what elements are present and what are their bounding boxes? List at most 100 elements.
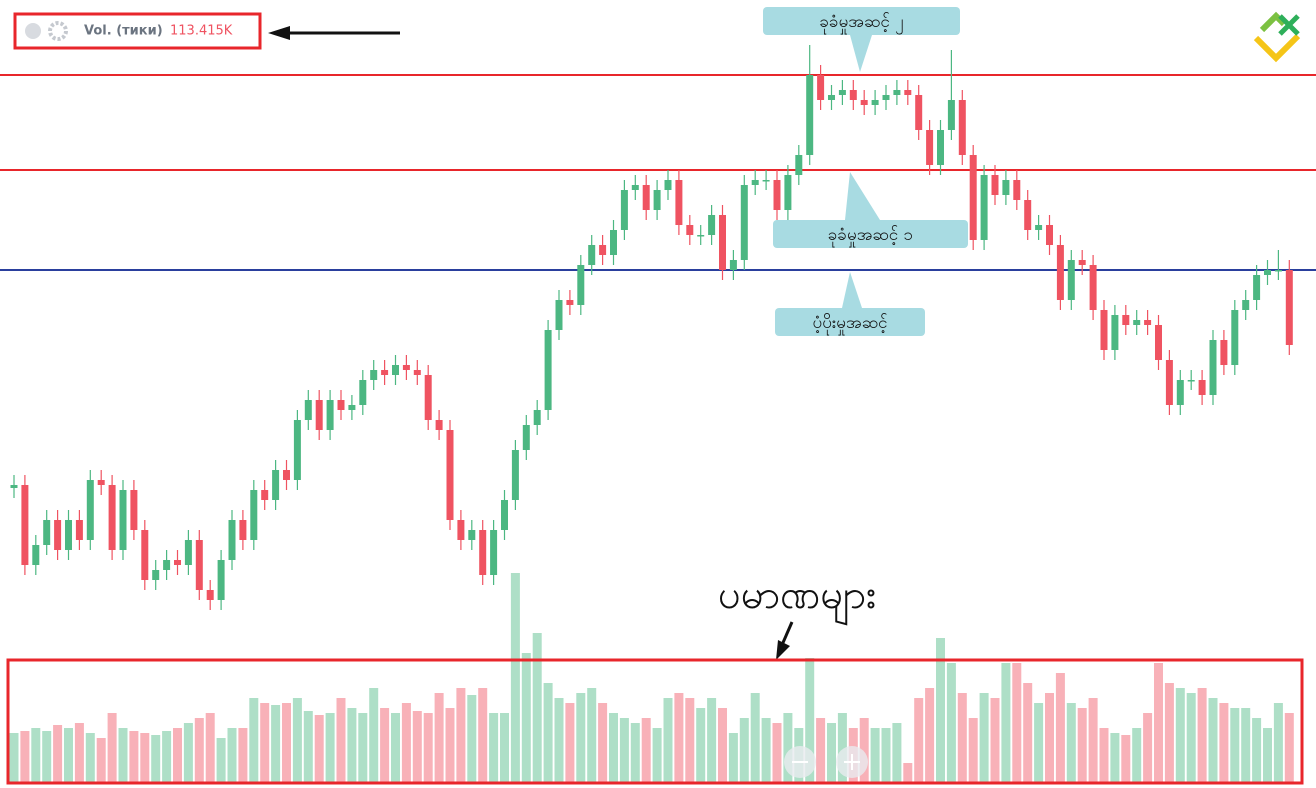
volume-bar [238, 728, 248, 783]
volume-bar [1164, 683, 1174, 783]
candle-body [729, 260, 737, 270]
callout-pointer [845, 172, 880, 220]
volume-bar [914, 698, 924, 783]
candle-body [1056, 245, 1064, 300]
candle-body [141, 530, 149, 580]
candle-body [239, 520, 247, 540]
candle-body [915, 95, 923, 130]
volume-bar [162, 731, 172, 783]
volume-bar [303, 711, 313, 783]
candle-body [980, 175, 988, 240]
callout-label: ခုခံမှုအဆင့် ၁ [828, 225, 913, 248]
volume-bar [870, 728, 880, 783]
candle-body [217, 560, 225, 600]
candle-body [195, 540, 203, 590]
candle-body [1220, 340, 1228, 365]
volume-bar [347, 708, 357, 783]
candle-body [566, 300, 574, 305]
candle-body [283, 470, 290, 480]
candle-body [762, 180, 770, 182]
candle-body [337, 400, 345, 410]
volume-bar [336, 698, 346, 783]
candle-body [10, 485, 18, 488]
candle-body [1046, 225, 1053, 245]
volume [9, 573, 1294, 783]
volume-bar [205, 713, 215, 783]
candle-body [130, 490, 138, 530]
candle-body [838, 90, 846, 95]
volume-bar [892, 723, 902, 783]
volume-bar [314, 715, 324, 783]
volume-bar [968, 718, 978, 783]
volume-bar [271, 705, 281, 783]
candle-body [250, 490, 258, 540]
candle-body [1078, 260, 1086, 265]
candle-body [163, 560, 171, 570]
candle-body [631, 185, 639, 190]
candle-body [1111, 315, 1119, 350]
arrow-head [268, 26, 290, 40]
candle-body [43, 520, 51, 545]
callout [773, 220, 968, 248]
volume-bar [1045, 693, 1054, 783]
candle-body [174, 560, 181, 565]
candle-body [424, 375, 432, 420]
candle-body [1198, 380, 1206, 395]
volume-bar [881, 728, 891, 783]
arrow [780, 621, 794, 646]
callout-pointer [850, 35, 872, 72]
candle-body [806, 75, 814, 155]
candle-body [740, 185, 748, 260]
volume-bar [587, 688, 597, 783]
volume-bar [31, 728, 41, 783]
candle-body [261, 490, 269, 500]
volume-bar [630, 723, 640, 783]
settings-icon[interactable] [48, 21, 68, 41]
volume-bar [619, 718, 629, 783]
volume-bar [761, 718, 771, 783]
candle-body [446, 430, 454, 520]
volume-bar [118, 728, 128, 783]
candle-body [370, 370, 378, 380]
candle-body [795, 155, 803, 175]
volume-bar [53, 725, 63, 783]
volume-bar [412, 711, 422, 783]
candle-body [675, 180, 683, 225]
candle-body [413, 370, 421, 375]
volume-bar [674, 693, 684, 783]
candle-body [457, 520, 465, 540]
volume-bar [1143, 713, 1153, 783]
candle-body [392, 365, 399, 375]
volume-bar [816, 718, 826, 783]
volume-bar [20, 731, 30, 783]
volume-bar [859, 718, 869, 783]
volume-bar [1273, 703, 1283, 783]
candle-body [522, 425, 530, 450]
volume-bar [728, 733, 738, 783]
volume-bar [521, 653, 531, 783]
volume-bar [685, 698, 695, 783]
volume-bar [358, 713, 368, 783]
candle-body [479, 530, 487, 575]
candle-body [533, 410, 541, 425]
candle-body [1264, 270, 1271, 275]
volume-bar [957, 693, 967, 783]
volume-bar [554, 698, 564, 783]
volume-bar [903, 763, 913, 783]
volume-bar [325, 713, 335, 783]
candle-body [882, 95, 890, 100]
candle-body [784, 175, 792, 210]
candle-body [904, 90, 912, 95]
candle-body [206, 590, 214, 600]
volume-bar [1230, 708, 1240, 783]
callout [775, 308, 925, 336]
candle-body [1122, 315, 1130, 325]
close-icon[interactable] [25, 23, 41, 39]
volume-bar [783, 713, 793, 783]
volume-bar [1186, 693, 1196, 783]
volume-bar [565, 703, 575, 783]
volume-bar [1175, 688, 1185, 783]
candle-body [969, 155, 977, 240]
